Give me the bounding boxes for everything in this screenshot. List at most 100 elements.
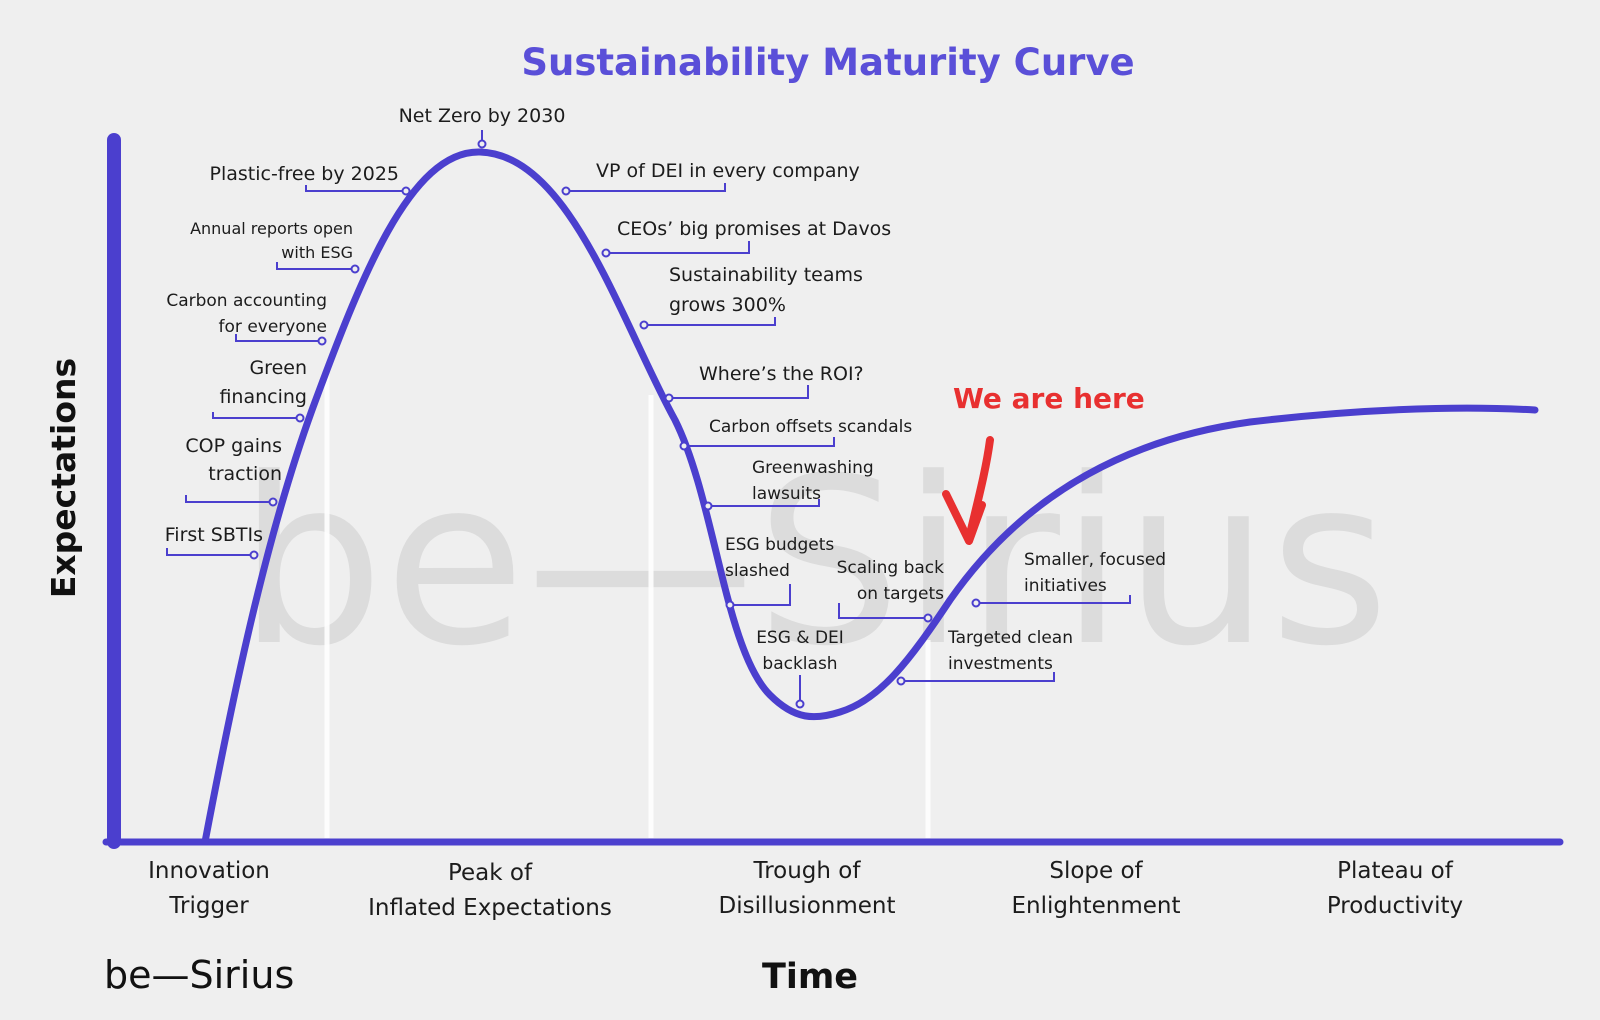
leader-line: [305, 185, 406, 192]
leader-line: [212, 412, 300, 419]
leader-dot: [561, 186, 571, 196]
annotation-line: Where’s the ROI?: [699, 363, 864, 385]
leader-line: [166, 548, 254, 556]
annotation-label: Carbon accounting for everyone: [166, 291, 327, 337]
annotation-line: Carbon offsets scandals: [709, 417, 912, 437]
leader-line: [606, 241, 750, 254]
annotation-line: on targets: [857, 584, 944, 604]
x-axis-label: Time: [762, 957, 858, 997]
annotation-label: Greenwashing lawsuits: [752, 458, 874, 504]
leader-line: [566, 183, 726, 192]
annotation: ESG budgets slashed: [725, 535, 834, 610]
phase-label-line: Enlightenment: [1012, 893, 1181, 919]
phase-label-line: Trigger: [168, 893, 249, 919]
annotation: ESG & DEI backlash: [756, 628, 844, 709]
annotations: First SBTIs COP gains traction Green financi…: [165, 105, 1166, 709]
annotation-label: Annual reports open with ESG: [190, 219, 353, 262]
annotation-line: investments: [948, 654, 1053, 674]
leader-line: [669, 385, 809, 399]
annotation-label: Smaller, focused initiatives: [1024, 550, 1166, 596]
phase-label-line: Disillusionment: [718, 893, 895, 919]
red-arrow-icon: [942, 436, 994, 545]
leader-dot: [664, 393, 674, 403]
annotation-line: for everyone: [219, 317, 327, 337]
annotation: Plastic-free by 2025: [209, 163, 411, 196]
diagram-title: Sustainability Maturity Curve: [521, 41, 1134, 84]
leader-line: [235, 334, 322, 342]
leader-line: [976, 595, 1131, 604]
annotation-label: Scaling back on targets: [837, 558, 945, 604]
annotation-line: with ESG: [281, 243, 353, 262]
annotation-line: traction: [208, 463, 282, 485]
annotation: Targeted clean investments: [896, 628, 1073, 686]
leader-dot: [477, 139, 487, 149]
leader-dot: [971, 598, 981, 608]
annotation: COP gains traction: [185, 435, 282, 507]
phase-dividers: [324, 370, 931, 838]
annotation-line: backlash: [762, 654, 837, 674]
phase-labels: Innovation Trigger Peak of Inflated Expecta…: [148, 858, 1463, 921]
leader-dot: [249, 550, 259, 560]
leader-dot: [268, 497, 278, 507]
annotation-line: VP of DEI in every company: [596, 160, 860, 182]
leader-dot: [639, 320, 649, 330]
annotation-line: Plastic-free by 2025: [209, 163, 399, 185]
annotation-line: Annual reports open: [190, 219, 353, 238]
annotation-line: First SBTIs: [165, 524, 263, 546]
annotation: Net Zero by 2030: [399, 105, 566, 149]
phase-label-line: Innovation: [148, 858, 270, 884]
phase-label: Slope of Enlightenment: [1012, 858, 1181, 919]
annotation-label: First SBTIs: [165, 524, 263, 546]
annotation-label: VP of DEI in every company: [596, 160, 860, 182]
annotation: Green financing: [212, 357, 307, 423]
phase-label-line: Peak of: [448, 860, 533, 886]
annotation: Greenwashing lawsuits: [703, 458, 874, 511]
annotation-label: ESG budgets slashed: [725, 535, 834, 581]
phase-label: Peak of Inflated Expectations: [368, 860, 612, 921]
annotation-line: Smaller, focused: [1024, 550, 1166, 570]
annotation-line: grows 300%: [669, 294, 786, 316]
annotation-label: Plastic-free by 2025: [209, 163, 399, 185]
leader-line: [838, 603, 928, 619]
leader-line: [644, 317, 776, 326]
annotation-label: Green financing: [219, 357, 307, 408]
maturity-curve: [201, 148, 1539, 846]
phase-label: Plateau of Productivity: [1327, 858, 1463, 919]
watermark-text: be—Sirius: [238, 430, 1389, 697]
we-are-here-label: We are here: [953, 382, 1145, 415]
leader-dot: [795, 699, 805, 709]
annotation-line: initiatives: [1024, 576, 1107, 596]
annotation-line: Net Zero by 2030: [399, 105, 566, 127]
phase-label-line: Slope of: [1049, 858, 1143, 884]
annotation-label: Net Zero by 2030: [399, 105, 566, 127]
leader-dot: [896, 676, 906, 686]
annotation-line: Targeted clean: [947, 628, 1073, 648]
annotation-label: COP gains traction: [185, 435, 282, 485]
annotation: Where’s the ROI?: [664, 363, 864, 403]
annotation-line: Carbon accounting: [166, 291, 327, 311]
axes: [102, 133, 1564, 849]
we-are-here-callout: We are here: [942, 382, 1145, 545]
annotation: VP of DEI in every company: [561, 160, 860, 196]
annotation: Scaling back on targets: [837, 558, 945, 623]
leader-dot: [295, 413, 305, 423]
phase-label-line: Inflated Expectations: [368, 895, 612, 921]
leader-line: [185, 495, 273, 503]
annotation: Carbon accounting for everyone: [166, 291, 327, 346]
annotation: Sustainability teams grows 300%: [639, 264, 863, 330]
annotation-label: Where’s the ROI?: [699, 363, 864, 385]
leader-line: [276, 262, 355, 270]
phase-label-line: Plateau of: [1337, 858, 1454, 884]
leader-dot: [317, 336, 327, 346]
leader-dot: [679, 441, 689, 451]
leader-line: [901, 672, 1055, 682]
annotation-line: COP gains: [185, 435, 282, 457]
leader-dot: [703, 501, 713, 511]
annotation: CEOs’ big promises at Davos: [601, 218, 891, 258]
annotation-label: Targeted clean investments: [947, 628, 1073, 674]
brand-logo-text: be—Sirius: [104, 953, 294, 997]
annotation-line: Scaling back: [837, 558, 945, 578]
annotation-line: lawsuits: [752, 484, 821, 504]
leader-line: [684, 437, 835, 447]
